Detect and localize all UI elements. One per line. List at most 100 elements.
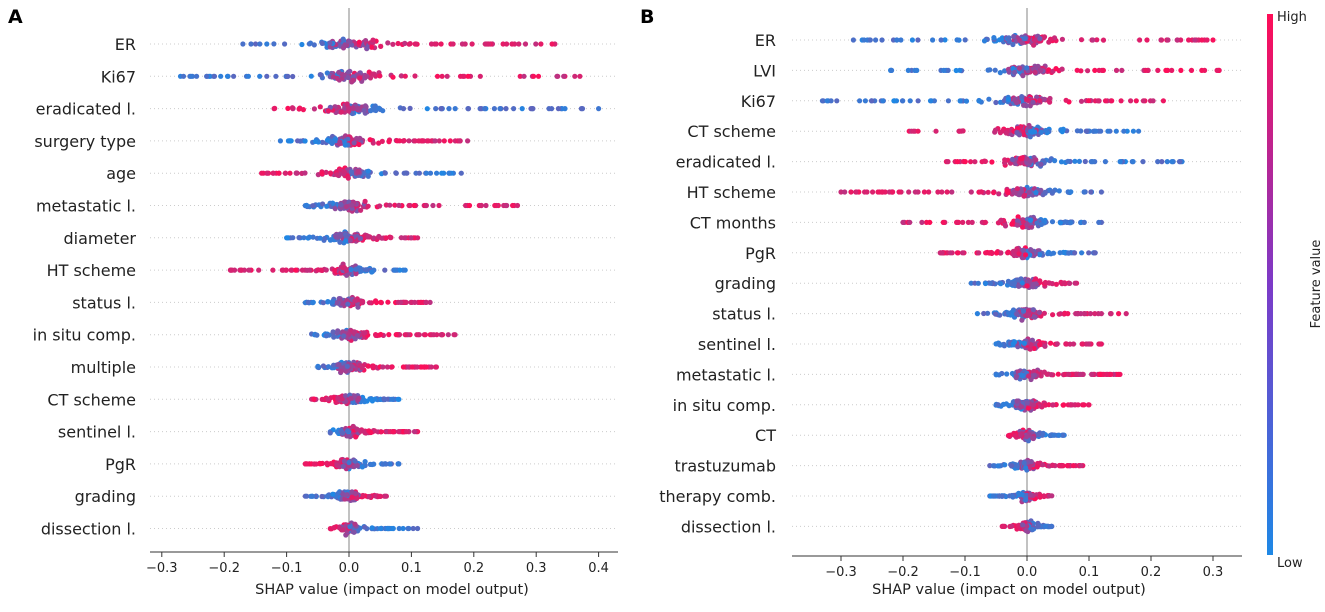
- shap-point: [428, 41, 435, 47]
- feature-label: Ki67: [101, 67, 136, 86]
- shap-point: [1055, 371, 1061, 377]
- shap-point: [915, 37, 921, 43]
- shap-point: [357, 75, 363, 81]
- shap-point: [357, 135, 363, 141]
- shap-point: [1019, 317, 1025, 323]
- shap-point: [229, 267, 235, 273]
- shap-point: [350, 105, 356, 111]
- shap-point: [376, 493, 382, 499]
- shap-point: [320, 363, 326, 369]
- shap-point: [1037, 342, 1043, 348]
- shap-point: [945, 98, 952, 104]
- shap-point: [348, 169, 354, 175]
- panel-a-feature-labels: ER Ki67 eradicated l. surgery type age metast…: [33, 35, 137, 539]
- shap-point: [517, 73, 523, 79]
- shap-point: [939, 189, 945, 195]
- shap-point: [350, 77, 356, 83]
- shap-point: [438, 332, 444, 338]
- shap-point: [343, 492, 349, 498]
- shap-point: [452, 106, 458, 112]
- shap-point: [1023, 465, 1029, 471]
- feature-label: CT: [755, 426, 776, 445]
- shap-point: [1024, 221, 1030, 227]
- shap-point: [1072, 280, 1078, 286]
- shap-point: [264, 73, 270, 79]
- shap-point: [353, 266, 359, 272]
- panel-b-feature-labels: ER LVI Ki67 CT scheme eradicated l. HT scheme…: [659, 31, 776, 536]
- shap-point: [963, 98, 970, 104]
- shap-point: [1005, 96, 1012, 103]
- feature-row-points: [900, 214, 1104, 231]
- shap-point: [370, 365, 376, 371]
- shap-point: [319, 170, 325, 177]
- shap-point: [997, 37, 1003, 43]
- shap-point: [1165, 37, 1171, 43]
- shap-point: [1094, 37, 1100, 43]
- shap-point: [1009, 463, 1015, 469]
- shap-point: [345, 175, 351, 181]
- shap-point: [338, 368, 344, 374]
- shap-point: [1024, 65, 1030, 71]
- shap-point: [1105, 128, 1111, 134]
- shap-point: [944, 189, 950, 195]
- feature-label: sentinel l.: [58, 423, 136, 442]
- shap-point: [1046, 493, 1052, 499]
- shap-point: [264, 170, 270, 176]
- shap-point: [1062, 371, 1068, 377]
- shap-point: [998, 250, 1004, 256]
- shap-point: [1037, 252, 1043, 258]
- shap-point: [311, 396, 317, 402]
- shap-point: [997, 130, 1004, 136]
- shap-point: [1037, 493, 1043, 499]
- shap-point: [364, 73, 370, 79]
- shap-point: [998, 217, 1004, 223]
- feature-row-points: [993, 367, 1123, 383]
- feature-label: status l.: [72, 293, 136, 312]
- shap-point: [1006, 35, 1012, 41]
- shap-point: [457, 73, 464, 79]
- shap-point: [1117, 159, 1123, 165]
- feature-label: eradicated l.: [676, 153, 776, 172]
- shap-point: [1059, 36, 1065, 42]
- shap-point: [401, 299, 407, 305]
- x-tick-label: 0.1: [401, 561, 422, 576]
- shap-point: [1075, 402, 1081, 408]
- shap-point: [1085, 402, 1091, 408]
- shap-point: [992, 67, 998, 73]
- shap-point: [1087, 311, 1094, 317]
- shap-point: [1026, 308, 1032, 314]
- panel-a-x-axis-label: SHAP value (impact on model output): [255, 582, 529, 598]
- shap-point: [1031, 42, 1037, 48]
- shap-point: [439, 170, 445, 176]
- shap-point: [1108, 371, 1114, 377]
- shap-point: [1155, 67, 1161, 73]
- shap-point: [248, 41, 254, 47]
- feature-label: HT scheme: [687, 183, 776, 202]
- shap-point: [1020, 372, 1026, 379]
- shap-point: [433, 106, 439, 112]
- shap-point: [1050, 402, 1056, 408]
- shap-point: [370, 71, 376, 77]
- shap-point: [1050, 189, 1056, 195]
- shap-point: [325, 299, 331, 305]
- shap-point: [1058, 159, 1065, 165]
- colorbar-high-label: High: [1277, 10, 1307, 25]
- shap-point: [1093, 128, 1099, 134]
- shap-point: [311, 42, 317, 48]
- shap-point: [331, 525, 337, 531]
- shap-point: [396, 429, 402, 435]
- shap-point: [1079, 250, 1085, 256]
- shap-point: [987, 67, 993, 73]
- shap-point: [390, 41, 396, 47]
- shap-point: [419, 138, 425, 144]
- shap-point: [1048, 523, 1054, 530]
- shap-point: [1076, 158, 1082, 164]
- shap-point: [1123, 311, 1129, 317]
- shap-point: [365, 363, 371, 369]
- shap-point: [360, 492, 366, 499]
- panel-a-points: [177, 36, 602, 538]
- shap-point: [257, 41, 263, 47]
- shap-point: [1075, 311, 1081, 317]
- shap-point: [510, 106, 517, 112]
- shap-point: [1030, 307, 1036, 313]
